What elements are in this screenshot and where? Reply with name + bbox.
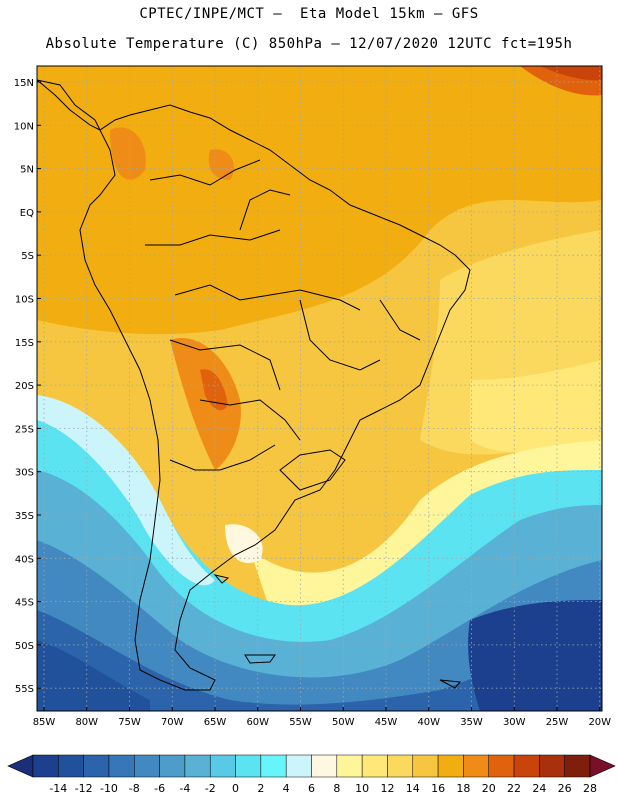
colorbar-label: 10 bbox=[355, 782, 369, 795]
lat-label: 15S bbox=[15, 338, 34, 349]
lon-label: 85W bbox=[33, 717, 56, 728]
continent-outline bbox=[37, 79, 471, 691]
colorbar-label: -4 bbox=[179, 782, 190, 795]
lon-label: 65W bbox=[204, 717, 227, 728]
lat-label: 15N bbox=[14, 78, 34, 89]
lon-label: 20W bbox=[588, 717, 611, 728]
colorbar-swatch bbox=[134, 754, 160, 778]
lon-label: 30W bbox=[503, 717, 526, 728]
latitude-labels: 15N 10N 5N EQ 5S 10S 15S 20S 25S 30S 35S 40S 45S 50S 5… bbox=[14, 78, 41, 695]
colorbar-swatch bbox=[235, 754, 262, 778]
map-title-line2: Absolute Temperature (C) 850hPa – 12/07/… bbox=[45, 36, 573, 52]
lat-label: 50S bbox=[15, 641, 34, 652]
colorbar-swatch bbox=[387, 754, 414, 778]
lat-label: 30S bbox=[15, 468, 34, 479]
lat-label: 20S bbox=[15, 381, 34, 392]
temperature-field bbox=[37, 66, 602, 711]
colorbar-swatch bbox=[83, 754, 110, 778]
colorbar-label: 0 bbox=[232, 782, 239, 795]
colorbar-swatch bbox=[513, 754, 540, 778]
colorbar-swatch bbox=[108, 754, 135, 778]
lon-label: 70W bbox=[161, 717, 184, 728]
colorbar-swatch bbox=[209, 754, 236, 778]
colorbar-label: -6 bbox=[154, 782, 165, 795]
colorbar-swatch bbox=[463, 754, 489, 778]
colorbar-swatch bbox=[412, 754, 439, 778]
colorbar-swatch bbox=[361, 754, 388, 778]
lon-label: 35W bbox=[460, 717, 483, 728]
colorbar-label: 8 bbox=[333, 782, 340, 795]
colorbar-swatch bbox=[488, 754, 515, 778]
lon-label: 25W bbox=[546, 717, 569, 728]
lat-label: 5N bbox=[20, 165, 34, 176]
colorbar-label: -2 bbox=[205, 782, 216, 795]
colorbar-label: 6 bbox=[308, 782, 315, 795]
colorbar-label: -12 bbox=[75, 782, 93, 795]
colorbar-label: 18 bbox=[456, 782, 470, 795]
colorbar-labels: -14 -12 -10 -8 -6 -4 -2 0 2 4 6 8 10 12 14 16 18 20 22 24 26… bbox=[49, 782, 597, 795]
colorbar-label: 4 bbox=[283, 782, 290, 795]
lat-label: 40S bbox=[15, 554, 34, 565]
lon-label: 80W bbox=[75, 717, 98, 728]
lat-label: 5S bbox=[21, 251, 34, 262]
colorbar-swatch bbox=[437, 754, 464, 778]
lon-label: 75W bbox=[118, 717, 141, 728]
colorbar-label: 20 bbox=[482, 782, 496, 795]
colorbar-swatch bbox=[184, 754, 211, 778]
colorbar-label: 22 bbox=[507, 782, 521, 795]
lat-label: EQ bbox=[20, 208, 34, 219]
lat-label: 10N bbox=[14, 121, 34, 132]
colorbar-swatch bbox=[285, 754, 312, 778]
lat-label: 45S bbox=[15, 598, 34, 609]
colorbar-under-arrow bbox=[7, 754, 34, 778]
longitude-labels: 85W 80W 75W 70W 65W 60W 55W 50W 45W 40W 35W 30W 25W 2… bbox=[33, 707, 611, 728]
lon-label: 45W bbox=[375, 717, 398, 728]
map-title-line1: CPTEC/INPE/MCT – Eta Model 15km – GFS bbox=[139, 6, 479, 22]
colorbar-swatch bbox=[564, 754, 591, 778]
lon-label: 55W bbox=[289, 717, 312, 728]
colorbar-label: 26 bbox=[558, 782, 572, 795]
colorbar-label: 16 bbox=[431, 782, 445, 795]
colorbar-swatch bbox=[539, 754, 565, 778]
lon-label: 60W bbox=[246, 717, 269, 728]
colorbar-label: 28 bbox=[583, 782, 597, 795]
colorbar-label: 24 bbox=[532, 782, 546, 795]
colorbar-label: 12 bbox=[380, 782, 394, 795]
colorbar-label: -14 bbox=[49, 782, 67, 795]
colorbar-label: 2 bbox=[257, 782, 264, 795]
colorbar-swatch bbox=[260, 754, 287, 778]
lat-label: 55S bbox=[15, 684, 34, 695]
colorbar-label: -8 bbox=[129, 782, 140, 795]
lat-label: 25S bbox=[15, 424, 34, 435]
colorbar-over-arrow bbox=[589, 754, 616, 778]
colorbar-label: 14 bbox=[406, 782, 420, 795]
lon-label: 40W bbox=[417, 717, 440, 728]
colorbar-swatch bbox=[336, 754, 363, 778]
lat-label: 10S bbox=[15, 295, 34, 306]
lat-label: 35S bbox=[15, 511, 34, 522]
colorbar-swatch bbox=[32, 754, 59, 778]
colorbar bbox=[7, 754, 616, 778]
colorbar-swatch bbox=[159, 754, 186, 778]
lon-label: 50W bbox=[332, 717, 355, 728]
colorbar-label: -10 bbox=[100, 782, 118, 795]
colorbar-swatch bbox=[58, 754, 84, 778]
map-frame bbox=[36, 65, 603, 712]
colorbar-swatch bbox=[311, 754, 338, 778]
